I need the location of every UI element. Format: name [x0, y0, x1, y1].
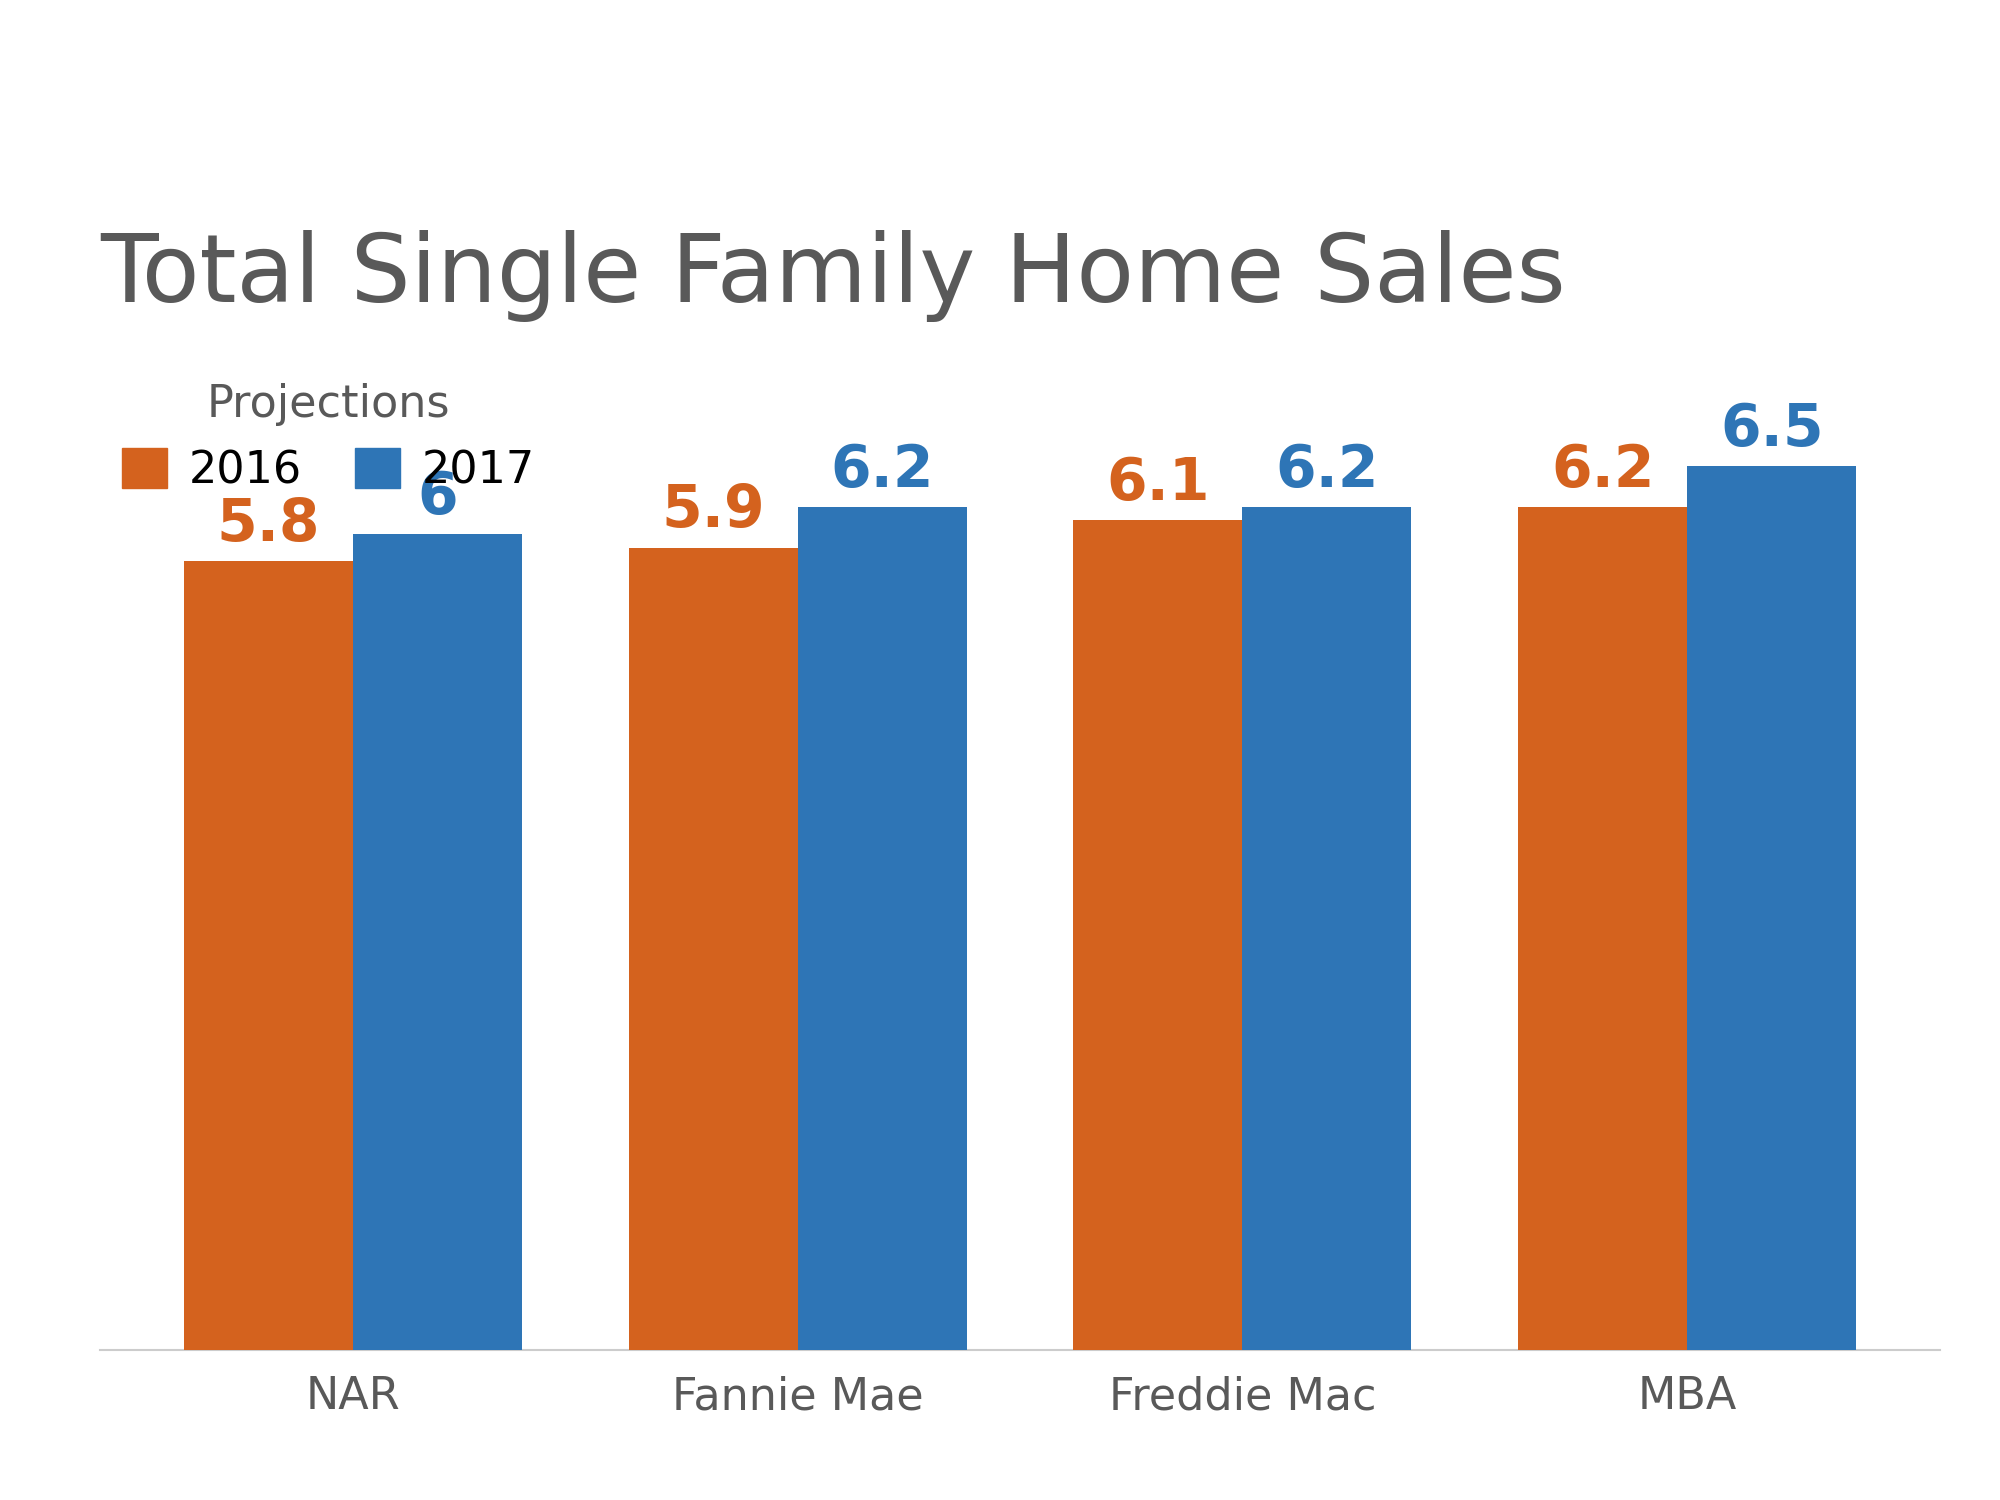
Text: 6: 6 [416, 470, 458, 526]
Bar [1518, 507, 1688, 1350]
Bar [184, 561, 352, 1350]
Bar [1242, 507, 1412, 1350]
Text: 5.9: 5.9 [662, 483, 764, 540]
Text: 6.2: 6.2 [830, 441, 934, 498]
Text: 6.2: 6.2 [1276, 441, 1378, 498]
Bar [1074, 520, 1242, 1350]
Text: Total Single Family Home Sales: Total Single Family Home Sales [100, 230, 1566, 322]
Text: 6.1: 6.1 [1106, 454, 1210, 512]
Legend: 2016, 2017: 2016, 2017 [122, 382, 536, 492]
Text: 5.8: 5.8 [216, 496, 320, 554]
Text: 6.5: 6.5 [1720, 400, 1824, 457]
Bar [352, 534, 522, 1350]
Bar [1688, 466, 1856, 1350]
Bar [628, 548, 798, 1350]
Text: 6.2: 6.2 [1552, 441, 1654, 498]
Bar [798, 507, 966, 1350]
